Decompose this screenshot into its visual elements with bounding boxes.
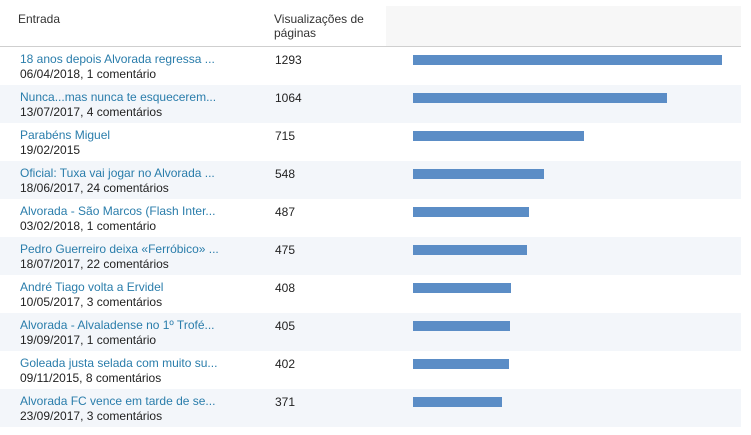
post-title-link[interactable]: Nunca...mas nunca te esquecerem... (20, 90, 217, 104)
table-row: Oficial: Tuxa vai jogar no Alvorada ... 1… (0, 161, 741, 199)
post-date: 19/09/2017 (20, 333, 81, 347)
post-comment-count: 4 comentários (86, 105, 163, 119)
post-comment-count: 3 comentários (86, 409, 163, 423)
meta-separator: , (79, 371, 86, 385)
post-date: 13/07/2017 (20, 105, 81, 119)
pageview-count: 408 (275, 281, 296, 295)
post-date: 03/02/2018 (20, 219, 81, 233)
post-title-link[interactable]: 18 anos depois Alvorada regressa ... (20, 52, 215, 66)
post-title-link[interactable]: Oficial: Tuxa vai jogar no Alvorada ... (20, 166, 215, 180)
posts-table: 18 anos depois Alvorada regressa ... 06/0… (0, 47, 741, 427)
column-header-pageviews: Visualizações de páginas (274, 12, 364, 40)
pageview-bar (413, 283, 511, 293)
meta-separator: , (80, 219, 87, 233)
table-header: Entrada Visualizações de páginas (0, 0, 741, 46)
pageview-count: 405 (275, 319, 296, 333)
post-comment-count: 1 comentário (86, 67, 157, 81)
pageview-count: 402 (275, 357, 296, 371)
post-title-link[interactable]: Alvorada - São Marcos (Flash Inter... (20, 204, 216, 218)
meta-separator: , (80, 67, 87, 81)
pageview-bar (413, 359, 509, 369)
post-comment-count: 24 comentários (86, 181, 169, 195)
post-comment-count: 3 comentários (86, 295, 163, 309)
meta-separator: , (80, 181, 87, 195)
table-row: 18 anos depois Alvorada regressa ... 06/0… (0, 47, 741, 85)
post-date: 19/02/2015 (20, 143, 81, 157)
pageview-bar (413, 207, 529, 217)
table-row: André Tiago volta a Ervidel 10/05/2017, 3… (0, 275, 741, 313)
table-row: Alvorada - São Marcos (Flash Inter... 03/… (0, 199, 741, 237)
post-meta: 19/02/2015 (20, 143, 80, 157)
pageview-bar (413, 397, 502, 407)
table-row: Parabéns Miguel 19/02/2015 715 (0, 123, 741, 161)
post-meta: 19/09/2017, 1 comentário (20, 333, 156, 347)
meta-separator: , (80, 333, 87, 347)
post-meta: 06/04/2018, 1 comentário (20, 67, 156, 81)
post-comment-count: 8 comentários (85, 371, 162, 385)
post-title-link[interactable]: Parabéns Miguel (20, 128, 111, 142)
pageview-bar (413, 169, 544, 179)
meta-separator: , (80, 105, 87, 119)
post-title-link[interactable]: Pedro Guerreiro deixa «Ferróbico» ... (20, 242, 219, 256)
post-title-link[interactable]: Alvorada FC vence em tarde de se... (20, 394, 216, 408)
table-row: Nunca...mas nunca te esquecerem... 13/07/… (0, 85, 741, 123)
meta-separator: , (80, 257, 87, 271)
post-meta: 23/09/2017, 3 comentários (20, 409, 162, 423)
post-meta: 10/05/2017, 3 comentários (20, 295, 162, 309)
post-date: 18/07/2017 (20, 257, 81, 271)
pageview-count: 371 (275, 395, 296, 409)
table-row: Pedro Guerreiro deixa «Ferróbico» ... 18/… (0, 237, 741, 275)
table-row: Alvorada - Alvaladense no 1º Trofé... 19/… (0, 313, 741, 351)
post-comment-count: 1 comentário (86, 333, 157, 347)
pageview-count: 548 (275, 167, 296, 181)
meta-separator: , (80, 295, 87, 309)
table-row: Alvorada FC vence em tarde de se... 23/09… (0, 389, 741, 427)
pageview-bar (413, 131, 584, 141)
pageview-count: 1293 (275, 53, 302, 67)
pageview-count: 1064 (275, 91, 302, 105)
pageview-count: 715 (275, 129, 296, 143)
pageview-bar (413, 321, 510, 331)
post-meta: 13/07/2017, 4 comentários (20, 105, 162, 119)
post-date: 10/05/2017 (20, 295, 81, 309)
pageview-bar (413, 245, 527, 255)
column-header-entry: Entrada (18, 12, 61, 26)
post-meta: 09/11/2015, 8 comentários (20, 371, 161, 385)
pageview-count: 475 (275, 243, 296, 257)
post-title-link[interactable]: Alvorada - Alvaladense no 1º Trofé... (20, 318, 215, 332)
post-date: 09/11/2015 (20, 371, 80, 385)
header-divider (0, 46, 741, 47)
post-comment-count: 22 comentários (86, 257, 169, 271)
pageview-bar (413, 55, 722, 65)
post-title-link[interactable]: Goleada justa selada com muito su... (20, 356, 218, 370)
post-date: 23/09/2017 (20, 409, 81, 423)
post-meta: 03/02/2018, 1 comentário (20, 219, 156, 233)
table-row: Goleada justa selada com muito su... 09/1… (0, 351, 741, 389)
post-meta: 18/07/2017, 22 comentários (20, 257, 169, 271)
column-header-bar-area (386, 6, 741, 46)
post-comment-count: 1 comentário (86, 219, 157, 233)
pageview-bar (413, 93, 667, 103)
post-date: 06/04/2018 (20, 67, 81, 81)
meta-separator: , (80, 409, 87, 423)
post-title-link[interactable]: André Tiago volta a Ervidel (20, 280, 164, 294)
pageview-count: 487 (275, 205, 296, 219)
post-date: 18/06/2017 (20, 181, 81, 195)
post-meta: 18/06/2017, 24 comentários (20, 181, 169, 195)
